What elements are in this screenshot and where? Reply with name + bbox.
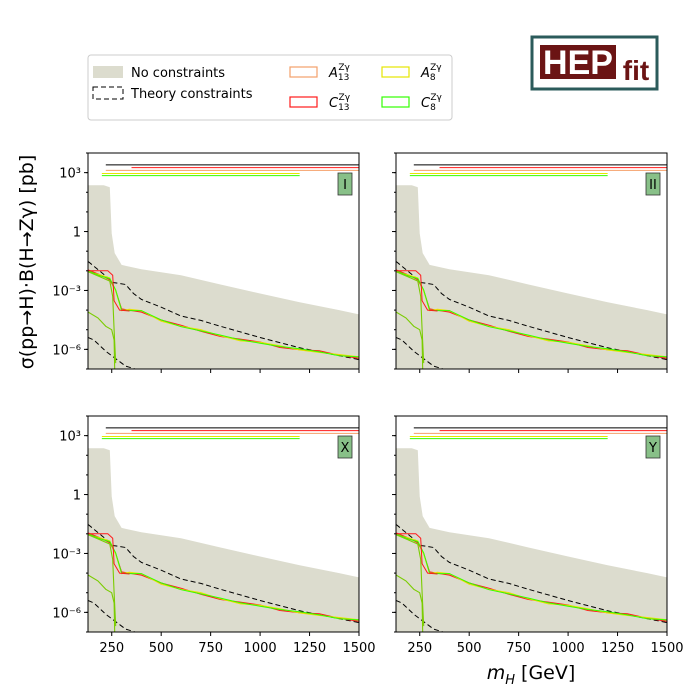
y-tick-label: 10³ — [59, 167, 81, 182]
legend-series-swatch — [381, 96, 410, 108]
panel-label: I — [337, 172, 353, 196]
no-constraints-region — [88, 448, 359, 632]
legend-series-entry: A8Zγ — [381, 63, 442, 83]
panel: 10³ 1 10⁻³ 10⁻⁶ 250 500 750 1000 1250 1500 X — [52, 415, 376, 656]
hepfit-logo: HEP fit — [530, 35, 659, 91]
panel-label-text: Y — [648, 441, 657, 456]
y-tick-label: 10⁻⁶ — [52, 343, 81, 358]
legend-fill-swatch — [93, 66, 123, 78]
legend-series-entry: C13Zγ — [289, 93, 351, 113]
legend-series-swatch — [381, 66, 410, 78]
panel-label: X — [337, 435, 353, 459]
series-line-upper — [396, 533, 438, 575]
panel: II — [392, 152, 668, 373]
legend-fill-label: No constraints — [131, 66, 225, 81]
series-line — [396, 270, 667, 358]
x-tick-label: 1000 — [552, 641, 585, 656]
series-line-drop — [421, 602, 424, 632]
panel-label: II — [645, 172, 661, 196]
y-axis-label: σ(pp→H)·B(H→Zγ) [pb] — [16, 155, 38, 370]
legend-series-entry: A13Zγ — [289, 63, 351, 83]
series-line — [88, 533, 359, 621]
series-line-upper — [88, 271, 117, 364]
legend-dashed-label: Theory constraints — [130, 87, 253, 102]
series-line — [88, 270, 359, 358]
panel-frame — [87, 152, 360, 370]
x-tick-label: 1000 — [244, 641, 277, 656]
theory-constraint-lower — [396, 600, 445, 632]
legend-series-label: C8Zγ — [421, 93, 442, 113]
x-tick-label: 750 — [198, 641, 223, 656]
logo-sub-text: fit — [623, 55, 649, 86]
panel-label-text: X — [341, 441, 350, 456]
panel-label-text: II — [649, 178, 657, 193]
panel: 250 500 750 1000 1250 1500 Y — [392, 415, 684, 656]
x-tick-label: 1250 — [293, 641, 326, 656]
legend: No constraints Theory constraints A13Zγ C… — [87, 54, 453, 121]
panel-frame — [395, 152, 668, 370]
x-tick-label: 1250 — [601, 641, 634, 656]
x-tick-label: 250 — [99, 641, 124, 656]
y-tick-label: 10³ — [59, 430, 81, 445]
theory-constraint-lower — [396, 337, 445, 369]
panel: 10³ 1 10⁻³ 10⁻⁶ I — [52, 152, 360, 373]
series-line-low — [88, 574, 115, 604]
no-constraints-region — [396, 448, 667, 632]
x-tick-label: 500 — [149, 641, 174, 656]
panel-frame — [395, 415, 668, 633]
x-tick-label: 500 — [457, 641, 482, 656]
panel-frame — [87, 415, 360, 633]
x-tick-label: 1500 — [650, 641, 683, 656]
legend-series-label: A13Zγ — [328, 63, 351, 83]
series-line — [396, 533, 667, 621]
theory-constraint-upper — [396, 261, 667, 361]
legend-series-label: A8Zγ — [420, 63, 442, 83]
theory-constraint-upper — [88, 261, 359, 361]
x-tick-label: 250 — [407, 641, 432, 656]
theory-constraint-lower — [88, 600, 137, 632]
x-tick-label: 1500 — [342, 641, 375, 656]
series-line-upper — [88, 270, 130, 312]
legend-series-swatch — [289, 66, 318, 78]
legend-series-label: C13Zγ — [329, 93, 351, 113]
y-tick-label: 10⁻⁶ — [52, 606, 81, 621]
series-line-upper — [88, 534, 117, 627]
panel-label: Y — [645, 435, 661, 459]
no-constraints-region — [396, 185, 667, 369]
theory-constraint-upper — [396, 524, 667, 624]
logo-main-text: HEP — [543, 44, 613, 82]
y-tick-label: 1 — [73, 226, 81, 241]
series-line-upper — [88, 533, 130, 575]
series-line-drop — [421, 339, 424, 369]
y-tick-label: 1 — [73, 489, 81, 504]
x-tick-label: 750 — [506, 641, 531, 656]
theory-constraint-lower — [88, 337, 137, 369]
legend-series-swatch — [289, 96, 318, 108]
legend-dashed-swatch — [92, 86, 124, 100]
legend-series-entry: C8Zγ — [381, 93, 442, 113]
series-line-low — [396, 311, 423, 341]
series-line-upper — [396, 270, 438, 312]
theory-constraint-upper — [88, 524, 359, 624]
x-axis-label: mH [GeV] — [487, 662, 576, 688]
no-constraints-region — [88, 185, 359, 369]
panel-label-text: I — [343, 178, 347, 193]
series-line-drop — [113, 602, 116, 632]
y-tick-label: 10⁻³ — [52, 284, 81, 299]
y-tick-label: 10⁻³ — [52, 547, 81, 562]
series-line-drop — [113, 339, 116, 369]
series-line-low — [396, 574, 423, 604]
series-line-low — [88, 311, 115, 341]
series-line-upper — [396, 271, 425, 364]
series-line-upper — [396, 534, 425, 627]
